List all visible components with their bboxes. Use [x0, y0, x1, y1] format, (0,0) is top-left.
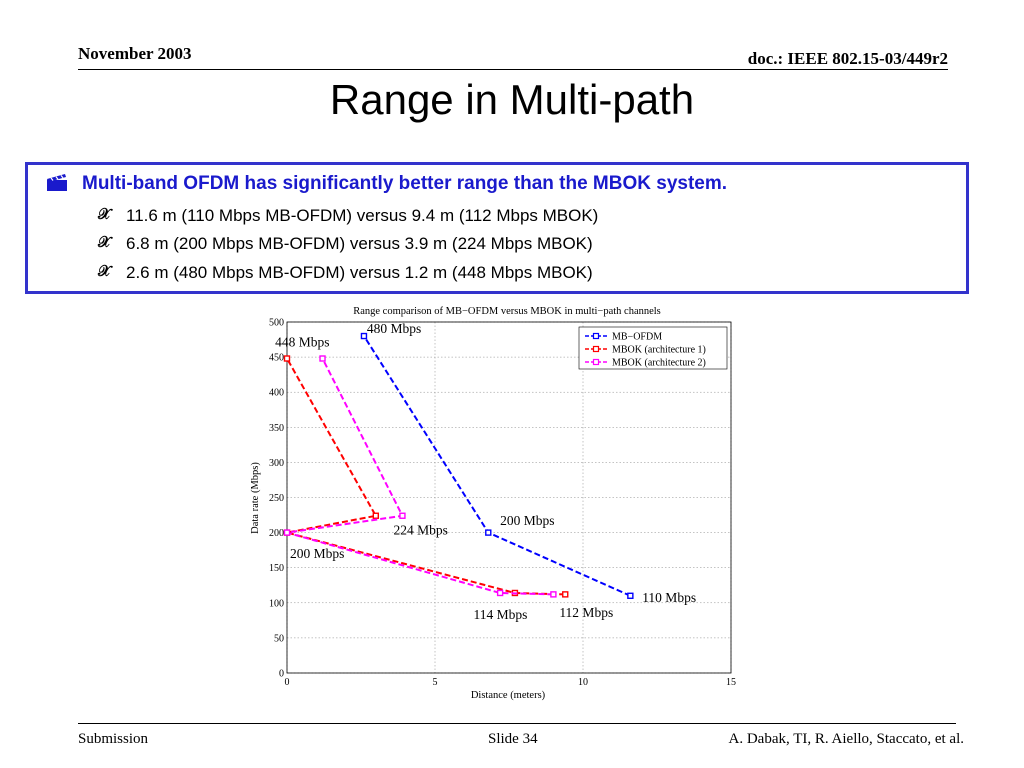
- header-divider: [78, 69, 948, 70]
- slide-title: Range in Multi-path: [329, 76, 695, 123]
- y-tick-label: 150: [269, 563, 284, 574]
- data-point: [627, 592, 634, 599]
- data-point: [485, 529, 492, 536]
- legend-entry: MBOK (architecture 2): [612, 358, 706, 369]
- data-point: [360, 332, 368, 340]
- plot-frame: [286, 321, 732, 674]
- chart-title: Range comparison of MB−OFDM versus MBOK …: [353, 306, 661, 317]
- x-tick-label: 15: [726, 677, 736, 688]
- sub-bullet-icon: 𝒳: [98, 234, 111, 251]
- bullet-box: [25, 162, 969, 294]
- legend-swatch-marker: [592, 358, 600, 366]
- sub-bullet-icon: 𝒳: [98, 206, 111, 223]
- y-tick-label: 350: [269, 423, 284, 434]
- bullet-main-text: Multi-band OFDM has significantly better…: [82, 173, 728, 194]
- point-annotation: 224 Mbps: [394, 523, 448, 538]
- data-point: [562, 591, 569, 598]
- header-doc-id: doc.: IEEE 802.15-03/449r2: [747, 49, 948, 68]
- y-tick-label: 50: [274, 633, 284, 644]
- legend-swatch-marker: [592, 332, 600, 340]
- data-point: [319, 355, 326, 362]
- header-date: November 2003: [78, 44, 192, 63]
- footer-divider: [78, 723, 956, 724]
- footer-right: A. Dabak, TI, R. Aiello, Staccato, et al…: [728, 731, 965, 747]
- series-line: [363, 335, 631, 597]
- series-line: [286, 358, 566, 596]
- data-point: [550, 591, 557, 598]
- y-tick-label: 100: [269, 598, 284, 609]
- footer-left: Submission: [78, 731, 149, 747]
- point-annotation: 114 Mbps: [473, 607, 527, 622]
- legend-entry: MBOK (architecture 1): [612, 345, 706, 356]
- y-tick-label: 0: [279, 669, 284, 680]
- legend-entry: MB−OFDM: [612, 332, 662, 343]
- y-axis-label: Data rate (Mbps): [250, 462, 261, 534]
- point-annotation: 200 Mbps: [290, 546, 344, 561]
- y-tick-label: 200: [269, 528, 284, 539]
- point-annotation: 480 Mbps: [367, 321, 421, 336]
- point-annotation: 448 Mbps: [275, 335, 329, 350]
- range-chart: Range comparison of MB−OFDM versus MBOK …: [250, 306, 736, 701]
- x-tick-label: 10: [578, 677, 588, 688]
- chart-annotations: 480 Mbps 448 Mbps 200 Mbps 224 Mbps 200 Mbps…: [275, 321, 696, 622]
- sub-bullet-icon: 𝒳: [98, 263, 111, 280]
- bullet-item: 6.8 m (200 Mbps MB-OFDM) versus 3.9 m (2…: [126, 234, 593, 253]
- chart-legend: MB−OFDM MBOK (architecture 1) MBOK (archit…: [578, 326, 728, 370]
- data-point: [283, 529, 291, 536]
- chart-series: [283, 332, 634, 599]
- bullet-item: 11.6 m (110 Mbps MB-OFDM) versus 9.4 m (…: [126, 206, 599, 225]
- x-tick-label: 0: [285, 677, 290, 688]
- y-tick-label: 300: [269, 458, 284, 469]
- data-point: [496, 589, 504, 597]
- x-axis-label: Distance (meters): [471, 690, 546, 701]
- data-point: [399, 512, 406, 519]
- data-point: [283, 355, 291, 362]
- y-tick-label: 500: [269, 318, 284, 329]
- legend-swatch-marker: [592, 345, 600, 353]
- bullet-item: 2.6 m (480 Mbps MB-OFDM) versus 1.2 m (4…: [126, 263, 593, 282]
- clapperboard-icon: [47, 174, 67, 191]
- x-tick-label: 5: [433, 677, 438, 688]
- point-annotation: 200 Mbps: [500, 513, 554, 528]
- y-tick-label: 400: [269, 388, 284, 399]
- y-tick-label: 450: [269, 353, 284, 364]
- point-annotation: 110 Mbps: [642, 590, 696, 605]
- footer-center: Slide 34: [488, 731, 538, 747]
- point-annotation: 112 Mbps: [559, 605, 613, 620]
- y-tick-label: 250: [269, 493, 284, 504]
- data-point: [372, 512, 380, 519]
